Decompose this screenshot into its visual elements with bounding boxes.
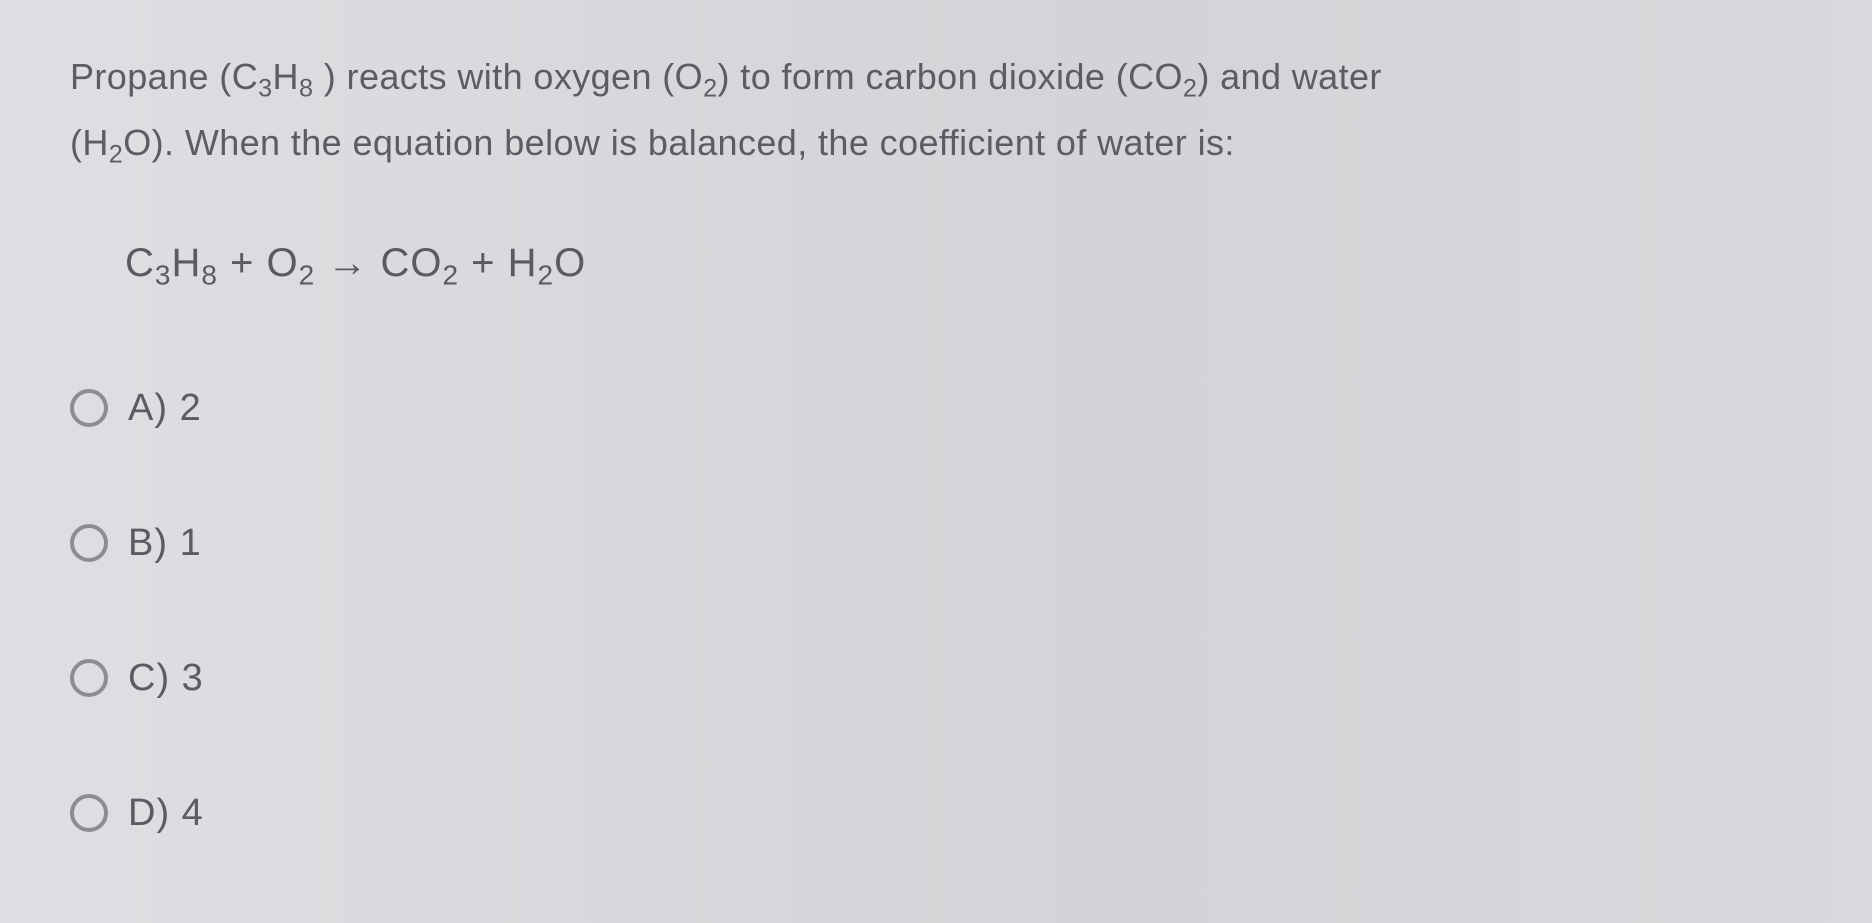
- option-label: D) 4: [128, 792, 204, 835]
- text-fragment: ) reacts with oxygen (O: [313, 56, 703, 97]
- option-prefix: B): [128, 522, 168, 564]
- subscript: 2: [538, 260, 555, 291]
- question-card: Propane (C3H8 ) reacts with oxygen (O2) …: [0, 0, 1872, 923]
- text-fragment: (H: [70, 122, 109, 163]
- subscript: 2: [299, 260, 316, 291]
- text-fragment: + O: [218, 241, 299, 285]
- option-value: 1: [180, 522, 202, 564]
- subscript: 3: [155, 260, 172, 291]
- option-c[interactable]: C) 3: [70, 657, 1802, 700]
- text-fragment: H: [273, 56, 299, 97]
- option-prefix: A): [128, 387, 168, 429]
- subscript: 2: [703, 75, 717, 103]
- text-fragment: O). When the equation below is balanced,…: [123, 122, 1235, 163]
- subscript: 3: [258, 75, 272, 103]
- option-value: 4: [182, 792, 204, 834]
- text-fragment: O: [554, 241, 586, 285]
- text-fragment: Propane (C: [70, 56, 258, 97]
- subscript: 2: [442, 260, 459, 291]
- text-fragment: ) to form carbon dioxide (CO: [718, 56, 1183, 97]
- radio-icon[interactable]: [70, 389, 108, 427]
- text-fragment: + H: [459, 241, 537, 285]
- chemical-equation: C3H8 + O2 → CO2 + H2O: [125, 241, 1802, 291]
- question-line-2: (H2O). When the equation below is balanc…: [70, 122, 1235, 163]
- option-label: C) 3: [128, 657, 204, 700]
- text-fragment: C: [125, 241, 155, 285]
- radio-icon[interactable]: [70, 794, 108, 832]
- subscript: 8: [299, 75, 313, 103]
- option-a[interactable]: A) 2: [70, 387, 1802, 430]
- option-value: 3: [182, 657, 204, 699]
- text-fragment: ) and water: [1197, 56, 1382, 97]
- question-line-1: Propane (C3H8 ) reacts with oxygen (O2) …: [70, 56, 1382, 97]
- option-d[interactable]: D) 4: [70, 792, 1802, 835]
- text-fragment: → CO: [315, 241, 442, 285]
- text-fragment: H: [171, 241, 201, 285]
- radio-icon[interactable]: [70, 659, 108, 697]
- option-prefix: C): [128, 657, 170, 699]
- subscript: 2: [1183, 75, 1197, 103]
- question-text: Propane (C3H8 ) reacts with oxygen (O2) …: [70, 45, 1802, 176]
- option-value: 2: [180, 387, 202, 429]
- option-label: A) 2: [128, 387, 202, 430]
- options-list: A) 2 B) 1 C) 3 D) 4: [70, 387, 1802, 835]
- option-b[interactable]: B) 1: [70, 522, 1802, 565]
- option-label: B) 1: [128, 522, 202, 565]
- option-prefix: D): [128, 792, 170, 834]
- radio-icon[interactable]: [70, 524, 108, 562]
- subscript: 2: [109, 140, 123, 168]
- subscript: 8: [201, 260, 218, 291]
